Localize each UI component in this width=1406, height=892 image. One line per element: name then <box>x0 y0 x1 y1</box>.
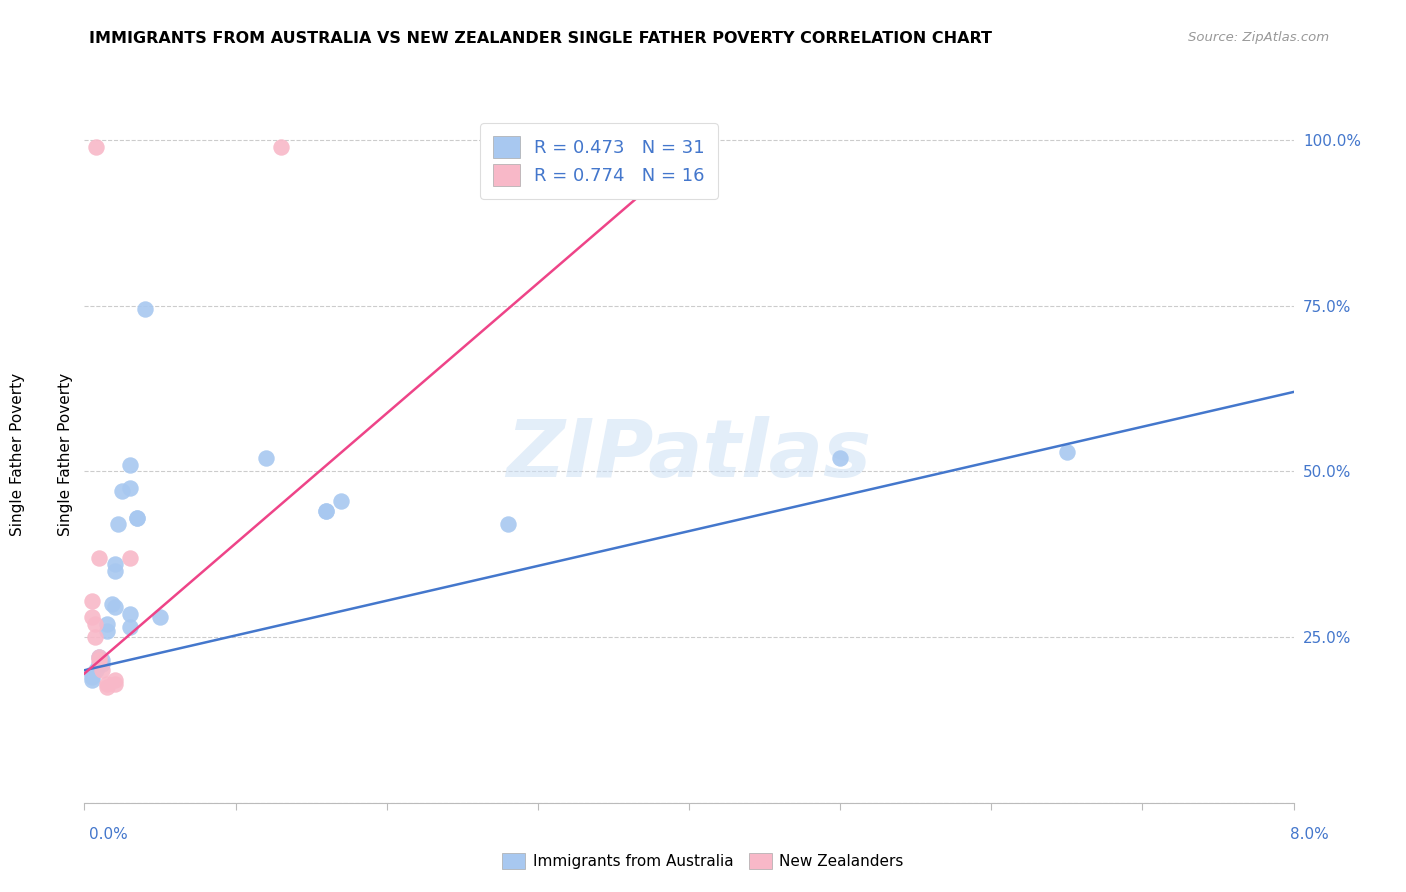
Text: IMMIGRANTS FROM AUSTRALIA VS NEW ZEALANDER SINGLE FATHER POVERTY CORRELATION CHA: IMMIGRANTS FROM AUSTRALIA VS NEW ZEALAND… <box>89 31 991 46</box>
Point <box>89 653 111 667</box>
Point <box>118 550 141 565</box>
Legend: R = 0.473   N = 31, R = 0.774   N = 16: R = 0.473 N = 31, R = 0.774 N = 16 <box>481 123 717 199</box>
Point <box>96 680 118 694</box>
Point <box>100 597 122 611</box>
Point <box>149 610 172 624</box>
Point <box>89 657 111 671</box>
Point <box>89 650 111 665</box>
Point <box>270 140 292 154</box>
Point <box>80 670 103 684</box>
Point <box>118 481 141 495</box>
Text: Single Father Poverty: Single Father Poverty <box>10 374 25 536</box>
Text: ZIPatlas: ZIPatlas <box>506 416 872 494</box>
Point <box>104 673 127 688</box>
Point <box>127 511 149 525</box>
Text: 8.0%: 8.0% <box>1289 827 1329 841</box>
Point <box>96 676 118 690</box>
Point <box>86 663 108 677</box>
Point <box>496 517 519 532</box>
Point <box>80 666 103 681</box>
Point <box>80 593 103 607</box>
Point <box>107 517 129 532</box>
Point <box>89 550 111 565</box>
Point <box>80 673 103 688</box>
Point <box>84 616 107 631</box>
Point <box>330 494 353 508</box>
Point <box>315 504 337 518</box>
Point <box>80 610 103 624</box>
Point <box>118 620 141 634</box>
Point <box>96 616 118 631</box>
Point <box>118 607 141 621</box>
Point <box>91 657 114 671</box>
Point <box>104 564 127 578</box>
Point <box>134 302 156 317</box>
Point <box>118 458 141 472</box>
Point <box>91 653 114 667</box>
Text: 0.0%: 0.0% <box>89 827 128 841</box>
Point <box>86 140 108 154</box>
Point <box>89 650 111 665</box>
Point <box>104 600 127 615</box>
Text: Source: ZipAtlas.com: Source: ZipAtlas.com <box>1188 31 1329 45</box>
Legend: Immigrants from Australia, New Zealanders: Immigrants from Australia, New Zealander… <box>496 847 910 875</box>
Point <box>84 630 107 644</box>
Y-axis label: Single Father Poverty: Single Father Poverty <box>58 374 73 536</box>
Point <box>315 504 337 518</box>
Point <box>91 663 114 677</box>
Point <box>830 451 852 466</box>
Point <box>254 451 277 466</box>
Point <box>127 511 149 525</box>
Point <box>111 484 134 499</box>
Point <box>693 140 716 154</box>
Point <box>104 558 127 572</box>
Point <box>1056 444 1078 458</box>
Point <box>104 676 127 690</box>
Point <box>96 624 118 638</box>
